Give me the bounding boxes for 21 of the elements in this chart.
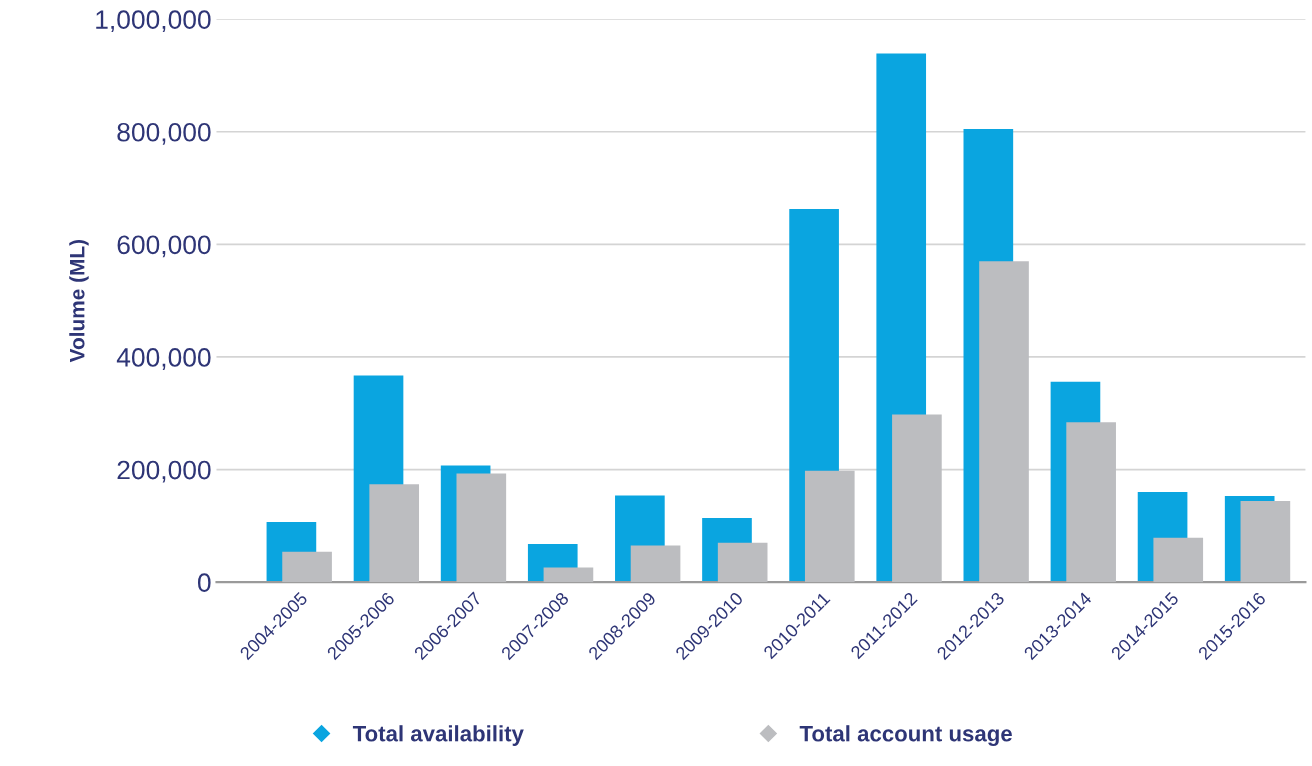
bar — [1066, 422, 1116, 583]
legend-label: Total account usage — [799, 725, 1012, 746]
y-tick-label: 800,000 — [117, 122, 211, 145]
y-tick-label: 600,000 — [117, 235, 211, 258]
bar — [804, 470, 855, 583]
legend-label: Total availability — [352, 725, 524, 746]
bar — [369, 484, 420, 583]
bar — [1153, 537, 1204, 583]
y-tick-label: 0 — [197, 573, 211, 592]
bar — [1240, 501, 1291, 583]
bar — [456, 473, 507, 583]
y-tick-label: 1,000,000 — [96, 10, 211, 33]
bar — [979, 261, 1029, 583]
bar — [282, 551, 332, 583]
y-axis-title: Volume (ML) — [69, 239, 89, 363]
bar — [630, 545, 681, 583]
bar — [892, 414, 942, 583]
bar — [717, 542, 768, 583]
y-tick-label: 200,000 — [117, 460, 211, 483]
bar — [543, 567, 594, 583]
y-tick-label: 400,000 — [116, 348, 211, 370]
